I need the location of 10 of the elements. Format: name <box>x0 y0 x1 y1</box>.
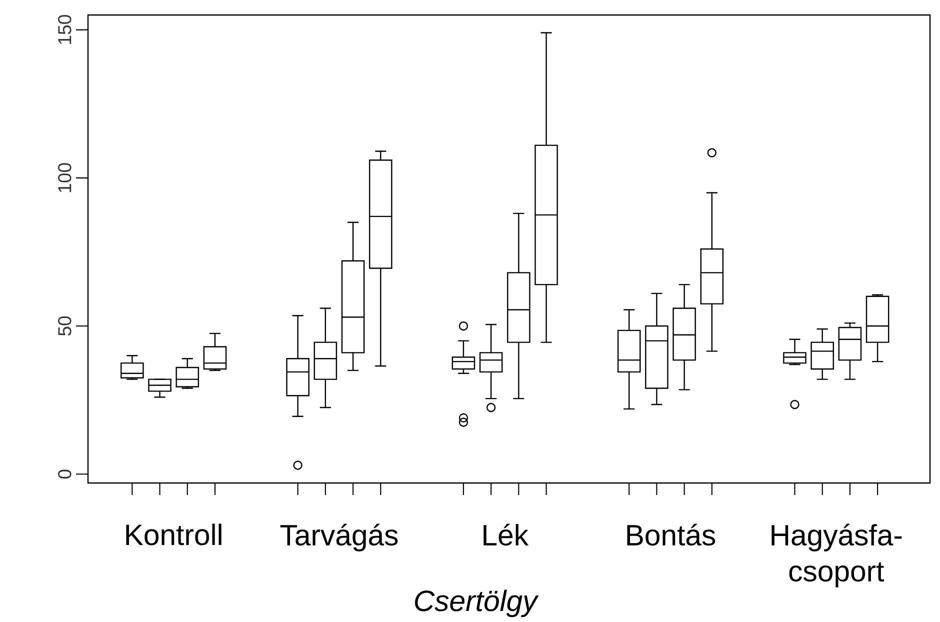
y-tick-label: 0 <box>58 470 72 479</box>
x-tick-label: Bontás <box>627 524 716 546</box>
x-tick-label: Hagyásfa-csoport <box>772 524 902 588</box>
x-tick-label: Kontroll <box>126 524 222 546</box>
y-tick-label: 150 <box>58 14 72 44</box>
x-tick-label: Tarvágás <box>280 524 398 552</box>
x-tick-label: Lék <box>484 524 529 546</box>
y-tick-label: 50 <box>58 316 72 336</box>
x-axis-title: Csertölgy <box>414 590 539 618</box>
y-tick-label: 100 <box>58 163 72 192</box>
